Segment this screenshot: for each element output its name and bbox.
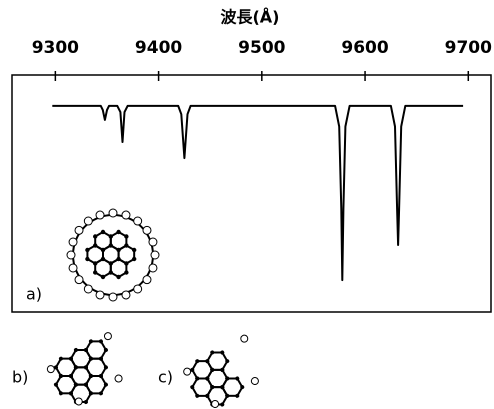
hydrogen xyxy=(69,238,77,246)
hydrogen xyxy=(75,226,83,234)
hydrogen xyxy=(69,264,77,272)
x-tick-label: 9400 xyxy=(135,38,182,58)
atom xyxy=(124,261,128,265)
atom xyxy=(109,243,113,247)
hydrogen xyxy=(151,251,159,259)
hydrogen xyxy=(114,374,124,384)
hydrogen xyxy=(182,367,192,377)
atom xyxy=(93,270,97,274)
hydrogen xyxy=(96,211,104,219)
hydrogen xyxy=(143,276,151,284)
atom xyxy=(132,257,136,261)
plot-frame xyxy=(12,75,491,312)
hydrogen xyxy=(46,364,56,374)
atom xyxy=(109,270,113,274)
atom xyxy=(132,248,136,252)
panel-label: b) xyxy=(12,368,28,387)
hydrogen xyxy=(109,293,117,301)
hydrogen xyxy=(210,399,220,409)
x-tick-label: 9500 xyxy=(238,38,285,58)
molecule xyxy=(43,329,135,409)
atom xyxy=(101,257,105,261)
hydrogen xyxy=(96,291,104,299)
spectrum-line xyxy=(52,106,463,280)
hydrogen xyxy=(149,264,157,272)
atom xyxy=(116,257,120,261)
atom xyxy=(109,234,113,238)
atom xyxy=(124,234,128,238)
x-tick-label: 9300 xyxy=(32,38,79,58)
hydrogen xyxy=(250,376,260,386)
hydrogen xyxy=(239,334,249,344)
atom xyxy=(85,248,89,252)
atom xyxy=(116,230,120,234)
atom xyxy=(85,257,89,261)
hydrogen xyxy=(74,397,84,407)
panel-label: c) xyxy=(158,368,173,387)
molecule-outline xyxy=(73,215,153,295)
atom xyxy=(93,261,97,265)
hydrogen xyxy=(122,211,130,219)
atom xyxy=(101,275,105,279)
atom xyxy=(93,243,97,247)
x-axis-title: 波長(Å) xyxy=(220,8,279,27)
chart: 波長(Å) a) b) c) 9300 9400 9500 9600 9700 xyxy=(0,0,494,409)
atom xyxy=(101,230,105,234)
hydrogen xyxy=(134,285,142,293)
hydrogen xyxy=(122,291,130,299)
hydrogen xyxy=(67,251,75,259)
hydrogen xyxy=(84,217,92,225)
atom xyxy=(101,248,105,252)
atom xyxy=(109,261,113,265)
hydrogen xyxy=(103,331,113,341)
atom xyxy=(124,243,128,247)
hydrogen xyxy=(134,217,142,225)
hydrogen xyxy=(143,226,151,234)
x-tick-label: 9600 xyxy=(341,38,388,58)
panel-label: a) xyxy=(26,285,42,304)
atom xyxy=(116,275,120,279)
atom xyxy=(93,234,97,238)
hydrogen xyxy=(149,238,157,246)
hydrogen xyxy=(109,209,117,217)
molecule xyxy=(180,332,272,409)
atom xyxy=(116,248,120,252)
hydrogen xyxy=(75,276,83,284)
atom xyxy=(124,270,128,274)
hydrogen xyxy=(84,285,92,293)
x-tick-label: 9700 xyxy=(445,38,492,58)
